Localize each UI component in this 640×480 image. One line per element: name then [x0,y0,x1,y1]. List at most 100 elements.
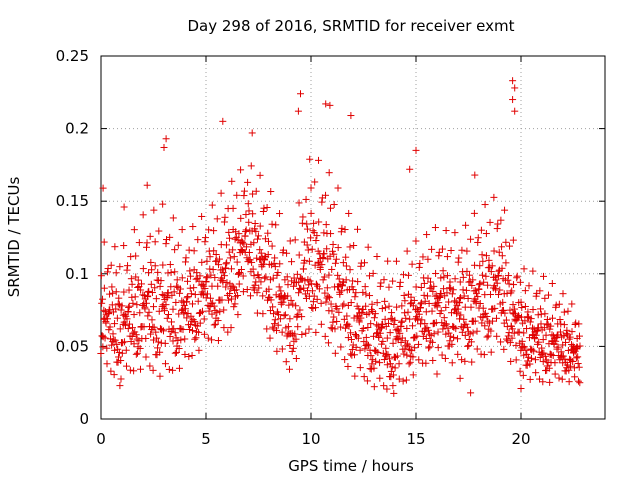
data-point [389,277,397,285]
data-point [407,293,415,301]
data-point [129,329,137,337]
data-point [540,272,548,280]
data-point [302,329,310,337]
data-point [175,364,183,372]
data-point [412,237,420,245]
data-point [556,315,564,323]
data-point [156,348,164,356]
data-point [148,266,156,274]
data-point [195,328,203,336]
data-point [511,107,519,115]
data-point [335,275,343,283]
data-point [380,276,388,284]
data-point [315,156,323,164]
data-point [325,169,333,177]
data-point [392,257,400,265]
data-point [354,334,362,342]
data-point [470,209,478,217]
data-point [442,227,450,235]
data-point [226,290,234,298]
data-point [574,353,582,361]
data-point [336,290,344,298]
data-point [163,314,171,322]
data-point [462,320,470,328]
data-point [122,346,130,354]
data-point [200,315,208,323]
data-point [493,225,501,233]
data-point [139,211,147,219]
data-point [194,297,202,305]
data-point [307,234,315,242]
data-point [502,238,510,246]
data-point [288,258,296,266]
data-point [193,269,201,277]
data-point [104,315,112,323]
data-point [271,263,279,271]
data-point [422,334,430,342]
data-point [271,316,279,324]
data-point [531,356,539,364]
data-point [506,306,514,314]
data-point [465,342,473,350]
data-point [443,272,451,280]
data-point [126,366,134,374]
data-point [264,251,272,259]
data-point [103,360,111,368]
data-point [270,310,278,318]
data-point [219,117,227,125]
data-point [130,367,138,375]
data-point [323,245,331,253]
data-point [239,238,247,246]
data-point [248,129,256,137]
data-point [195,346,203,354]
data-point [363,377,371,385]
data-point [235,230,243,238]
data-point [319,276,327,284]
data-point [159,261,167,269]
data-point [146,362,154,370]
data-point [460,315,468,323]
data-point [276,315,284,323]
data-point [403,247,411,255]
data-point [518,337,526,345]
data-point [334,244,342,252]
data-point [564,361,572,369]
data-point [122,362,130,370]
data-point [463,267,471,275]
data-point [516,278,524,286]
data-point [355,305,363,313]
data-point [391,364,399,372]
data-point [433,370,441,378]
data-point [458,328,466,336]
data-point [471,171,479,179]
data-point [150,206,158,214]
data-point [457,311,465,319]
data-point [543,315,551,323]
data-point [239,272,247,280]
data-point [397,318,405,326]
data-point [240,187,248,195]
data-point [562,338,570,346]
data-point [422,325,430,333]
data-point [294,107,302,115]
data-point [154,338,162,346]
data-point [115,353,123,361]
data-point [400,291,408,299]
data-point [267,296,275,304]
data-point [483,333,491,341]
data-point [151,284,159,292]
data-point [338,224,346,232]
data-point [357,262,365,270]
data-point [132,252,140,260]
data-point [189,327,197,335]
data-point [136,365,144,373]
data-point [361,345,369,353]
data-point [161,360,169,368]
data-point [311,178,319,186]
data-point [233,258,241,266]
data-point [386,329,394,337]
data-point [185,246,193,254]
data-point [169,337,177,345]
data-point [344,362,352,370]
data-point [539,336,547,344]
